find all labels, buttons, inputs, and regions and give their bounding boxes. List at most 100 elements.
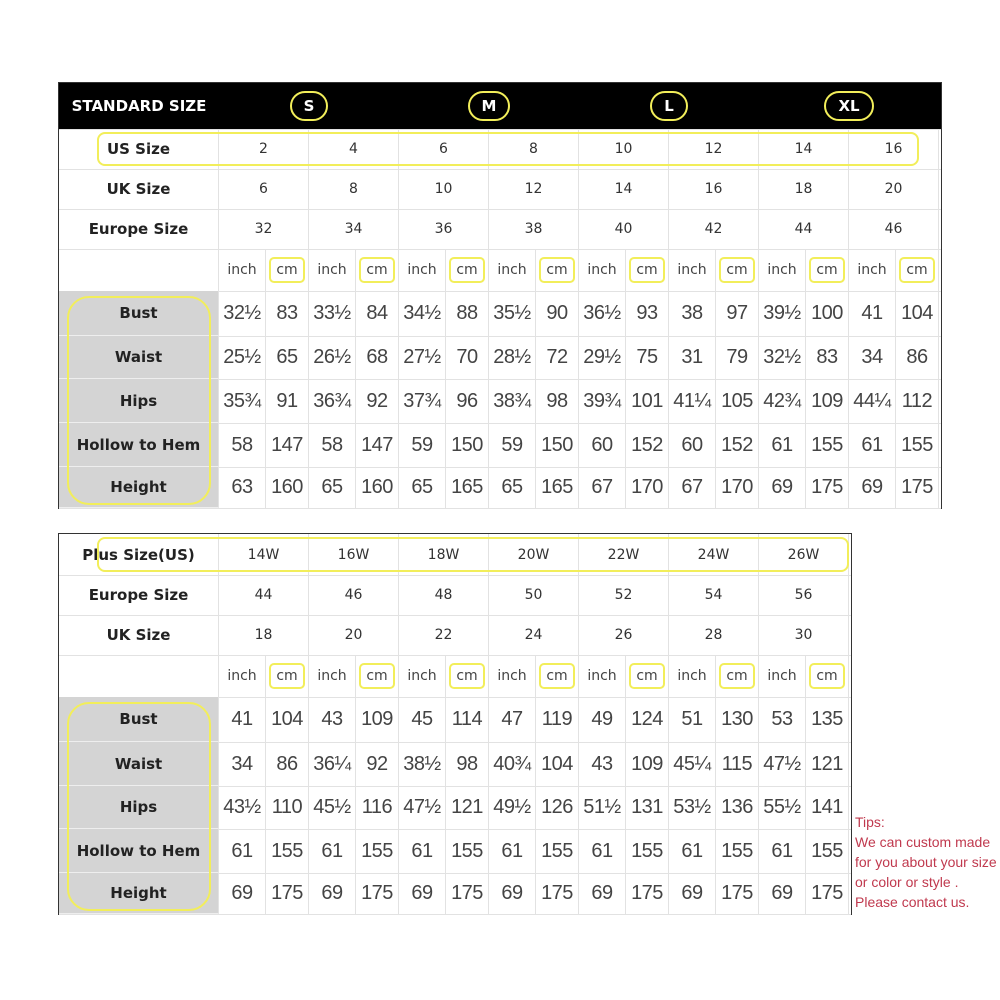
measure-value: 33½ [309,291,356,336]
measure-value: 69 [849,467,896,508]
measure-value: 69 [309,873,356,914]
size-row-label: UK Size [59,615,219,655]
size-value: 4 [309,129,399,169]
measure-value: 31 [669,336,716,379]
measure-value: 69 [759,873,806,914]
measure-value: 69 [669,873,716,914]
size-value: 8 [489,129,579,169]
size-row-label: US Size [59,129,219,169]
measure-value: 53 [759,697,806,742]
measure-value: 104 [536,742,579,786]
size-value: 36 [399,209,489,249]
measure-value: 51 [669,697,716,742]
blank-cell [59,655,219,697]
table-row: inch cm inch cm inch cm inch cm inch cm inch cm inch… [59,655,851,698]
measure-value: 155 [536,829,579,873]
measure-value: 38½ [399,742,446,786]
measure-value: 65 [399,467,446,508]
measure-value: 97 [716,291,759,336]
unit-cm: cm [629,663,665,689]
size-group-s: S [264,83,354,129]
measure-value: 61 [579,829,626,873]
measure-label: Hollow to Hem [59,829,219,873]
measure-value: 155 [626,829,669,873]
plus-size-table: Plus Size(US) 14W 16W 18W 20W 22W 24W 26W Europe… [58,533,852,915]
unit-cm-cell: cm [266,655,309,697]
measure-value: 109 [356,697,399,742]
unit-cm: cm [809,257,845,283]
measure-label: Bust [59,291,219,336]
measure-value: 26½ [309,336,356,379]
measure-value: 126 [536,786,579,829]
measure-value: 34 [219,742,266,786]
size-value: 18W [399,534,489,575]
measure-value: 175 [896,467,939,508]
size-value: 20 [849,169,939,209]
unit-cm: cm [899,257,935,283]
measure-value: 58 [309,423,356,467]
table-row: Plus Size(US) 14W 16W 18W 20W 22W 24W 26W [59,534,851,576]
measure-value: 105 [716,379,759,423]
measure-value: 51½ [579,786,626,829]
tips-line: for you about your size [855,854,997,870]
unit-cm: cm [269,663,305,689]
measure-value: 155 [356,829,399,873]
measure-value: 55½ [759,786,806,829]
measure-value: 37¾ [399,379,446,423]
table-row: Bust 41 104 43 109 45 114 47 119 49 124 51 130 53 135 [59,697,851,743]
measure-value: 69 [489,873,536,914]
unit-cm: cm [449,663,485,689]
measure-value: 35¾ [219,379,266,423]
measure-value: 100 [806,291,849,336]
measure-value: 61 [669,829,716,873]
size-value: 10 [399,169,489,209]
measure-value: 67 [669,467,716,508]
measure-value: 61 [489,829,536,873]
unit-cm-cell: cm [356,655,399,697]
measure-label: Height [59,873,219,914]
measure-value: 175 [806,873,849,914]
measure-value: 69 [759,467,806,508]
measure-value: 70 [446,336,489,379]
measure-value: 147 [266,423,309,467]
size-value: 40 [579,209,669,249]
size-group-l: L [624,83,714,129]
measure-value: 28½ [489,336,536,379]
measure-value: 41 [219,697,266,742]
size-value: 24W [669,534,759,575]
tips-title: Tips: [855,814,885,830]
size-value: 22 [399,615,489,655]
size-value: 26W [759,534,849,575]
measure-value: 86 [266,742,309,786]
unit-inch: inch [759,249,806,291]
unit-inch: inch [399,655,446,697]
measure-value: 83 [806,336,849,379]
measure-value: 75 [626,336,669,379]
table-row: UK Size 6 8 10 12 14 16 18 20 [59,169,941,210]
unit-inch: inch [399,249,446,291]
table-row: Hollow to Hem 58 147 58 147 59 150 59 150 60 152 60… [59,423,941,468]
measure-value: 60 [579,423,626,467]
measure-value: 35½ [489,291,536,336]
measure-value: 36½ [579,291,626,336]
measure-value: 175 [266,873,309,914]
measure-value: 44¼ [849,379,896,423]
measure-value: 147 [356,423,399,467]
measure-value: 61 [759,423,806,467]
measure-value: 32½ [759,336,806,379]
measure-value: 109 [806,379,849,423]
unit-cm-cell: cm [896,249,939,291]
measure-value: 160 [356,467,399,508]
size-value: 32 [219,209,309,249]
measure-value: 116 [356,786,399,829]
measure-value: 112 [896,379,939,423]
unit-cm: cm [719,257,755,283]
size-value: 20 [309,615,399,655]
unit-cm-cell: cm [626,249,669,291]
unit-cm-cell: cm [806,655,849,697]
unit-cm-cell: cm [806,249,849,291]
measure-value: 49½ [489,786,536,829]
measure-label: Hollow to Hem [59,423,219,467]
measure-value: 155 [266,829,309,873]
measure-value: 152 [716,423,759,467]
